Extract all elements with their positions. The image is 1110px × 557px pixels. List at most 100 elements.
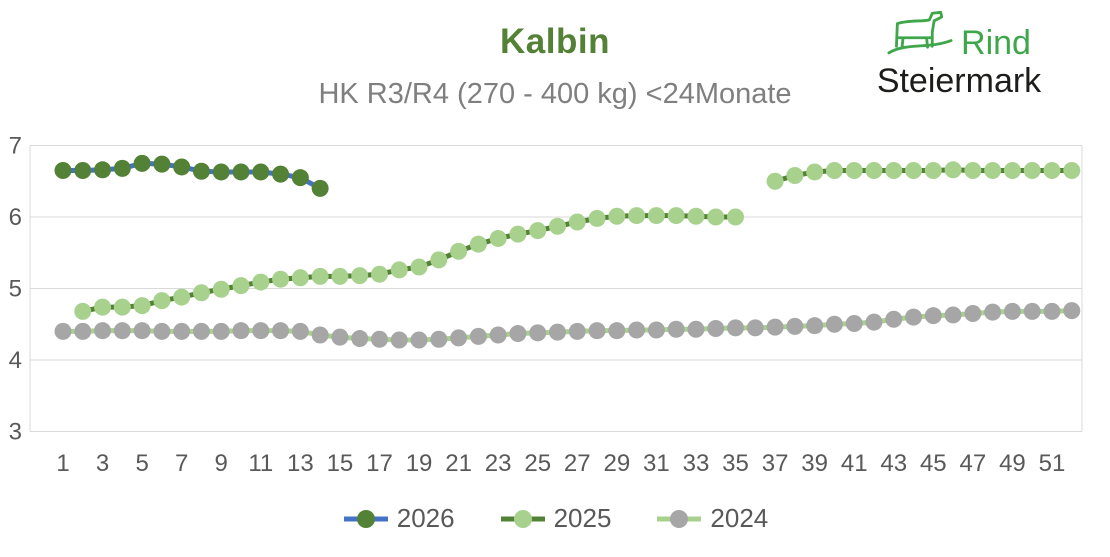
series-2024-marker xyxy=(212,322,230,340)
series-2024-marker xyxy=(1003,302,1021,320)
series-2024-marker xyxy=(707,320,725,338)
series-2024-marker xyxy=(825,315,843,333)
series-2025-marker xyxy=(1023,162,1041,180)
series-2024-marker xyxy=(1063,302,1081,320)
y-tick-label: 6 xyxy=(9,204,22,231)
series-2024-marker xyxy=(370,330,388,348)
x-tick-label: 17 xyxy=(366,450,393,477)
x-tick-label: 21 xyxy=(445,450,472,477)
legend-swatch-2024-icon xyxy=(657,509,702,528)
y-tick-label: 3 xyxy=(9,419,22,446)
series-2024-marker xyxy=(113,322,131,340)
series-2024-marker xyxy=(766,318,784,336)
logo-text-rind: Rind xyxy=(961,24,1031,62)
series-2025-marker xyxy=(351,267,369,285)
series-2025-marker xyxy=(529,222,547,240)
series-2025-marker xyxy=(825,162,843,180)
series-2024-marker xyxy=(509,325,527,343)
logo-top-row: Rind xyxy=(854,10,1064,62)
series-2025-marker xyxy=(1043,162,1061,180)
series-2024-marker xyxy=(746,319,764,337)
series-2024-marker xyxy=(291,322,309,340)
series-2024-marker xyxy=(232,322,250,340)
x-tick-label: 47 xyxy=(960,450,987,477)
x-tick-label: 1 xyxy=(56,450,69,477)
series-2026-marker xyxy=(74,162,92,180)
series-2024-marker xyxy=(272,322,290,340)
series-2025-line xyxy=(82,213,736,314)
series-2025-marker xyxy=(232,277,250,295)
series-2024-marker xyxy=(588,322,606,340)
series-2024-marker xyxy=(806,317,824,335)
series-2025-marker xyxy=(727,208,745,226)
chart-legend: 2026 2025 2024 xyxy=(0,503,1110,534)
series-2026-marker xyxy=(192,162,210,180)
legend-swatch-2026-icon xyxy=(343,509,388,528)
series-2025-marker xyxy=(865,162,883,180)
x-tick-label: 31 xyxy=(643,450,670,477)
x-tick-label: 3 xyxy=(96,450,109,477)
x-tick-label: 23 xyxy=(485,450,512,477)
series-2024-marker xyxy=(430,330,448,348)
chart-title: Kalbin xyxy=(500,22,610,61)
series-2025-marker xyxy=(252,273,270,291)
series-2025-marker xyxy=(647,207,665,225)
series-2024-marker xyxy=(687,320,705,338)
series-2024-marker xyxy=(252,322,270,340)
series-2024-marker xyxy=(924,307,942,325)
series-2025-marker xyxy=(766,172,784,190)
series-2024-marker xyxy=(568,322,586,340)
series-2024-marker xyxy=(469,327,487,345)
series-2025-marker xyxy=(272,270,290,288)
series-2024-marker xyxy=(944,306,962,324)
x-tick-label: 7 xyxy=(175,450,188,477)
y-tick-label: 5 xyxy=(9,276,22,303)
series-2025-marker xyxy=(133,297,151,315)
x-tick-label: 51 xyxy=(1039,450,1066,477)
series-2025-marker xyxy=(311,267,329,285)
series-2025-marker xyxy=(984,162,1002,180)
series-2024-marker xyxy=(94,322,112,340)
series-2024-marker xyxy=(192,322,210,340)
series-2025-marker xyxy=(924,162,942,180)
series-2024-marker xyxy=(331,328,349,346)
series-2025-marker xyxy=(390,261,408,279)
rind-steiermark-logo: Rind Steiermark xyxy=(854,10,1064,98)
series-2024-marker xyxy=(647,321,665,339)
legend-swatch-2025-icon xyxy=(500,509,545,528)
x-tick-label: 35 xyxy=(722,450,749,477)
x-tick-label: 29 xyxy=(603,450,630,477)
series-2025-marker xyxy=(509,225,527,243)
x-tick-label: 15 xyxy=(327,450,354,477)
series-2025-marker xyxy=(687,207,705,225)
series-2026-marker xyxy=(54,162,72,180)
series-2024-marker xyxy=(1043,302,1061,320)
x-tick-label: 37 xyxy=(762,450,789,477)
series-2024-marker xyxy=(390,331,408,349)
series-2025-marker xyxy=(667,207,685,225)
x-tick-label: 25 xyxy=(524,450,551,477)
series-2024-marker xyxy=(608,322,626,340)
series-2025-marker xyxy=(291,269,309,287)
x-tick-label: 41 xyxy=(841,450,868,477)
series-2025-marker xyxy=(430,251,448,269)
series-2025-marker xyxy=(450,242,468,260)
series-2025-marker xyxy=(489,229,507,247)
series-2025-marker xyxy=(173,288,191,306)
series-2024-marker xyxy=(173,322,191,340)
series-2024-marker xyxy=(865,313,883,331)
series-2025-marker xyxy=(153,292,171,310)
x-tick-label: 19 xyxy=(406,450,433,477)
series-2024-marker xyxy=(351,330,369,348)
series-2024-marker xyxy=(54,322,72,340)
series-2024-marker xyxy=(964,305,982,323)
series-2025-marker xyxy=(905,162,923,180)
x-tick-label: 49 xyxy=(999,450,1026,477)
series-2025-marker xyxy=(628,207,646,225)
x-tick-label: 9 xyxy=(215,450,228,477)
series-2024-marker xyxy=(489,326,507,344)
series-2025-marker xyxy=(469,235,487,253)
series-2024-marker xyxy=(549,323,566,341)
